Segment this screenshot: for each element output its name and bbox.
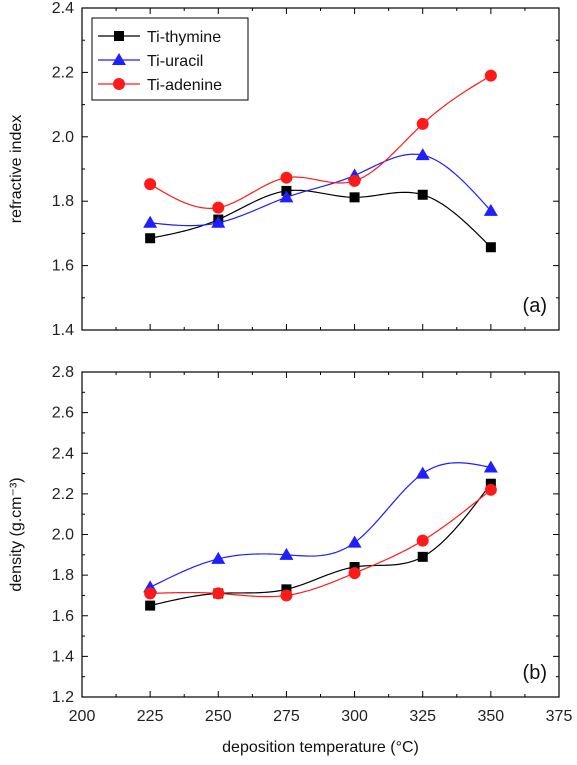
circle-marker (212, 201, 225, 214)
x-axis-title: deposition temperature (°C) (222, 739, 419, 756)
triangle-marker (483, 203, 498, 216)
plot-frame (81, 371, 560, 698)
y-tick-label: 1.4 (52, 648, 74, 665)
y-tick-label: 2.0 (52, 129, 74, 146)
legend-label: Ti-thymine (147, 29, 221, 46)
y-tick-label: 2.4 (52, 445, 74, 462)
y-axis-title: refractive index (8, 115, 25, 224)
circle-marker (280, 171, 293, 184)
circle-marker (484, 483, 497, 496)
circle-marker (484, 69, 497, 82)
panel-a: 1.4 1.6 1.8 2.0 2.2 2.4 refractive index (a) Ti-… (8, 0, 560, 339)
legend-circle-marker (113, 78, 125, 90)
square-marker (485, 242, 496, 253)
legend-label: Ti-uracil (147, 53, 203, 70)
triangle-marker (279, 190, 294, 203)
legend-label: Ti-adenine (147, 77, 222, 94)
y-tick-label: 2.2 (52, 486, 74, 503)
y-tick-label: 2.8 (52, 364, 74, 381)
square-marker (349, 192, 360, 203)
series-ti-uracil (143, 460, 498, 593)
y-tick-label: 1.2 (52, 689, 74, 706)
circle-marker (144, 178, 157, 191)
x-tick-label: 225 (137, 708, 164, 725)
circle-marker (212, 587, 225, 600)
y-tick-label: 2.0 (52, 527, 74, 544)
series-ti-uracil (143, 148, 498, 228)
square-marker (417, 189, 428, 200)
triangle-marker (347, 535, 362, 548)
x-tick-label: 350 (478, 708, 505, 725)
y-axis-title: density (g.cm⁻³) (8, 477, 25, 591)
series-line (150, 153, 492, 227)
circle-marker (280, 589, 293, 602)
triangle-marker (279, 547, 294, 560)
series-line (149, 462, 491, 588)
square-marker (349, 562, 360, 572)
triangle-marker (415, 466, 430, 479)
triangle-marker (415, 148, 430, 161)
circle-marker (416, 117, 429, 130)
y-tick-label: 1.6 (52, 258, 74, 275)
x-tick-label: 275 (273, 708, 300, 725)
y-tick-label: 1.6 (52, 608, 74, 625)
square-marker (145, 233, 156, 244)
y-tick-label: 1.4 (52, 322, 74, 339)
circle-marker (416, 534, 429, 547)
x-tick-label: 200 (69, 708, 96, 725)
triangle-marker (483, 460, 498, 473)
panel-label: (a) (523, 295, 547, 317)
triangle-marker (143, 215, 158, 228)
panel-b: 1.2 1.4 1.6 1.8 2.0 2.2 2.4 2.6 2.8 200 225 250 275 3… (8, 364, 572, 756)
legend-square-marker (114, 31, 124, 41)
y-tick-label: 2.2 (52, 64, 74, 81)
triangle-marker (211, 551, 226, 564)
x-tick-label: 300 (341, 708, 368, 725)
y-tick-label: 2.6 (52, 405, 74, 422)
series-line (150, 489, 492, 598)
x-tick-label: 375 (546, 708, 573, 725)
square-marker (281, 584, 292, 595)
y-tick-label: 1.8 (52, 567, 74, 584)
series-line (150, 189, 492, 248)
circle-marker (144, 587, 157, 600)
y-tick-label: 1.8 (52, 193, 74, 210)
legend-triangle-marker (112, 53, 126, 65)
square-marker (485, 478, 496, 489)
x-tick-label: 250 (205, 708, 232, 725)
x-tick-label: 325 (409, 708, 436, 725)
circle-marker (348, 174, 361, 187)
panel-label: (b) (523, 662, 547, 684)
series-ti-adenine (144, 69, 497, 214)
series-ti-thymine (145, 185, 496, 253)
y-tick-label: 2.4 (52, 0, 74, 17)
triangle-marker (211, 215, 226, 228)
series-ti-thymine (145, 478, 496, 611)
series-line (150, 483, 492, 607)
square-marker (145, 600, 156, 611)
series-ti-adenine (144, 483, 497, 602)
square-marker (417, 551, 428, 562)
series-line (149, 75, 492, 209)
circle-marker (348, 567, 361, 580)
legend: Ti-thymine Ti-uracil Ti-adenine (91, 17, 249, 101)
